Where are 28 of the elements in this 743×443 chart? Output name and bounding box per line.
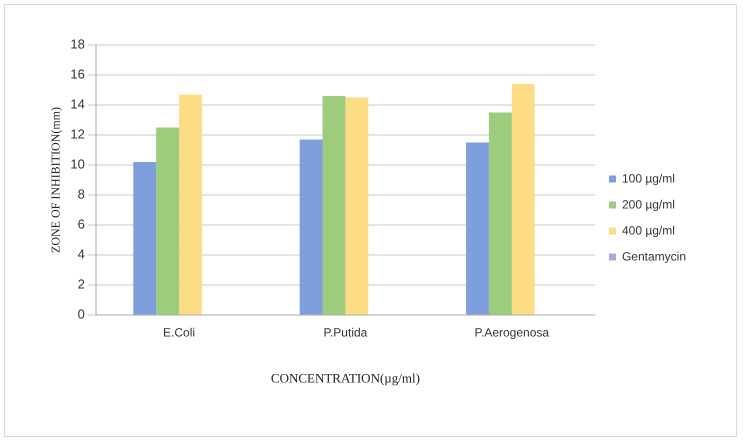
legend-label: Gentamycin [622,249,686,264]
bar [133,162,156,314]
y-tick-label: 4 [78,246,85,262]
y-tick-label: 6 [78,216,85,232]
bar [488,112,512,314]
bar [156,128,180,314]
bar [466,142,489,314]
y-tick-label: 0 [78,306,85,322]
y-tick-label: 8 [78,186,85,202]
bar [300,140,323,314]
x-tick-label: P.Aerogenosa [474,326,550,340]
bar [179,94,202,314]
x-tick-label: E.Coli [163,326,196,340]
legend-label: 100 µg/ml [622,171,675,186]
y-tick-label: 18 [70,36,85,52]
legend-label: 200 µg/ml [622,197,675,212]
y-tick-label: 12 [70,126,85,142]
x-axis-title: CONCENTRATION(µg/ml) [270,370,420,386]
bar [345,98,368,314]
x-tick-label: P.Putida [324,326,368,340]
y-tick-label: 14 [70,96,85,112]
y-tick-label: 2 [78,276,85,292]
y-tick-label: 10 [70,156,85,172]
bar [512,84,535,314]
y-tick-label: 16 [70,66,85,82]
bar [322,96,346,314]
y-axis-title: ZONE OF INHIBITION(mm) [48,107,62,253]
legend-label: 400 µg/ml [622,223,675,238]
